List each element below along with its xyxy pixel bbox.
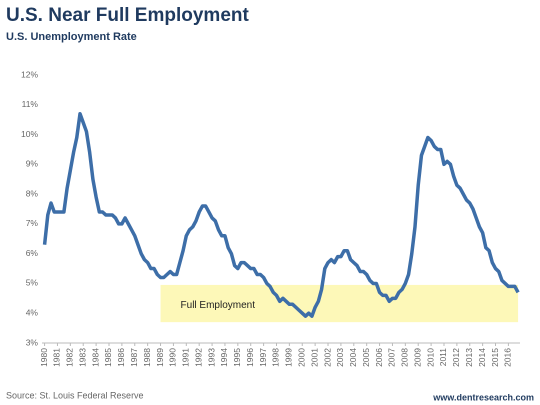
x-tick-label: 1999 (284, 348, 294, 367)
x-tick-label: 1989 (155, 348, 165, 367)
chart-title: U.S. Near Full Employment (6, 5, 249, 26)
x-tick-label: 2007 (387, 348, 397, 367)
x-tick-label: 1981 (52, 348, 62, 367)
y-tick-label: 10% (21, 129, 38, 139)
x-tick-label: 2006 (374, 348, 384, 367)
line-series (42, 111, 520, 318)
x-tick-label: 2000 (297, 348, 307, 367)
x-tick-label: 2009 (412, 348, 422, 367)
x-tick-label: 2012 (451, 348, 461, 367)
source: Source: St. Louis Federal Reserve (6, 390, 144, 400)
x-tick-label: 2010 (425, 348, 435, 367)
x-tick-label: 2011 (438, 348, 448, 367)
x-tick-label: 1997 (258, 348, 268, 367)
y-tick-label: 5% (26, 278, 39, 288)
x-tick-label: 1992 (193, 348, 203, 367)
y-tick-label: 3% (26, 337, 39, 347)
y-tick-label: 6% (26, 248, 39, 258)
x-tick-label: 1988 (142, 348, 152, 367)
x-tick-label: 1984 (90, 348, 100, 367)
x-tick-label: 1993 (206, 348, 216, 367)
x-tick-label: 2005 (361, 348, 371, 367)
annotation-label: Full Employment (181, 300, 256, 311)
x-tick-label: 1996 (245, 348, 255, 367)
x-tick-label: 2003 (335, 348, 345, 367)
x-tick-label: 1983 (77, 348, 87, 367)
x-tick-label: 1986 (116, 348, 126, 367)
x-tick-label: 1990 (168, 348, 178, 367)
x-tick-label: 2014 (477, 348, 487, 367)
x-tick-label: 1994 (219, 348, 229, 367)
y-tick-label: 9% (26, 159, 39, 169)
x-tick-label: 2016 (503, 348, 513, 367)
y-tick-label: 8% (26, 188, 39, 198)
x-tick-label: 1985 (103, 348, 113, 367)
x-tick-label: 1995 (232, 348, 242, 367)
x-tick-label: 2001 (309, 348, 319, 367)
x-tick-label: 2015 (490, 348, 500, 367)
x-tick-label: 2008 (400, 348, 410, 367)
website: www.dentresearch.com (432, 392, 534, 402)
x-tick-label: 1991 (181, 348, 191, 367)
x-tick-label: 1980 (39, 348, 49, 367)
y-tick-label: 12% (21, 69, 38, 79)
x-tick-label: 1998 (271, 348, 281, 367)
y-tick-label: 4% (26, 307, 39, 317)
x-tick-label: 1987 (129, 348, 139, 367)
x-tick-label: 2004 (348, 348, 358, 367)
chart-subtitle: U.S. Unemployment Rate (6, 31, 137, 43)
x-tick-label: 2002 (322, 348, 332, 367)
y-tick-label: 7% (26, 218, 39, 228)
x-tick-label: 2013 (464, 348, 474, 367)
full-employment-band (160, 284, 519, 323)
y-tick-label: 11% (22, 99, 39, 109)
x-tick-label: 1982 (65, 348, 75, 367)
